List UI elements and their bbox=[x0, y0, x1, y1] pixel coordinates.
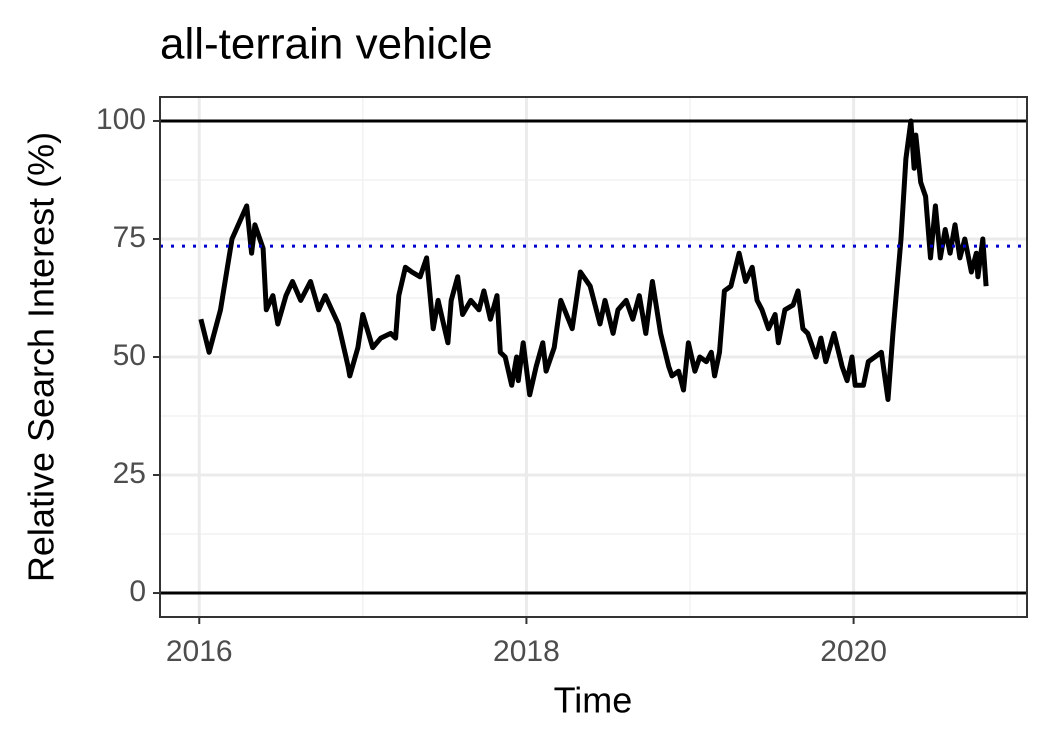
y-axis-title: Relative Search Interest (%) bbox=[21, 132, 62, 582]
x-tick-label: 2016 bbox=[166, 635, 233, 668]
y-tick-label: 100 bbox=[96, 103, 146, 136]
y-tick-label: 0 bbox=[129, 575, 146, 608]
x-tick-label: 2020 bbox=[820, 635, 887, 668]
panel-border bbox=[159, 96, 1028, 618]
y-tick-label: 75 bbox=[113, 221, 146, 254]
x-axis-title: Time bbox=[554, 680, 633, 721]
data-line bbox=[198, 118, 989, 402]
x-tick-label: 2018 bbox=[493, 635, 560, 668]
chart-title: all-terrain vehicle bbox=[160, 20, 493, 69]
y-tick-label: 25 bbox=[113, 457, 146, 490]
y-tick-label: 50 bbox=[113, 339, 146, 372]
